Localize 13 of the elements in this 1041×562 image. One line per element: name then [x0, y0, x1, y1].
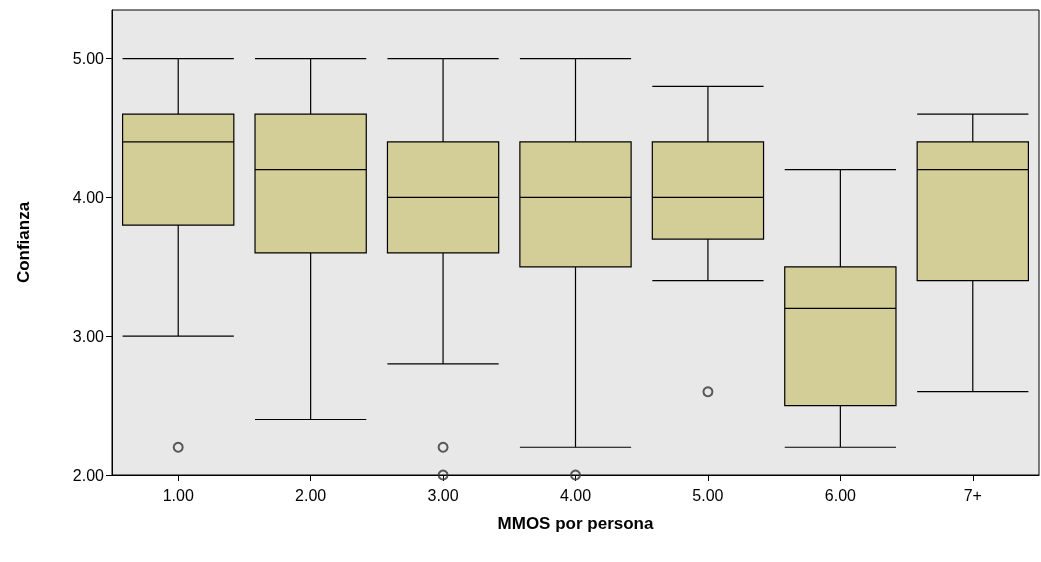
x-tick-label: 1.00 [162, 486, 194, 504]
x-tick-label: 3.00 [427, 486, 459, 504]
x-tick-label: 6.00 [824, 486, 857, 504]
y-tick-label: 3.00 [72, 327, 105, 345]
y-tick-label: 2.00 [72, 466, 105, 484]
x-tick-label: 7+ [963, 486, 982, 504]
y-axis-title: Confianza [14, 201, 33, 284]
x-tick-label: 2.00 [295, 486, 327, 504]
y-tick-label: 4.00 [72, 188, 105, 206]
y-tick-label: 5.00 [72, 50, 105, 68]
x-tick-label: 4.00 [559, 486, 592, 504]
x-tick-label: 5.00 [692, 486, 724, 504]
x-axis-title: MMOS por persona [497, 514, 654, 533]
